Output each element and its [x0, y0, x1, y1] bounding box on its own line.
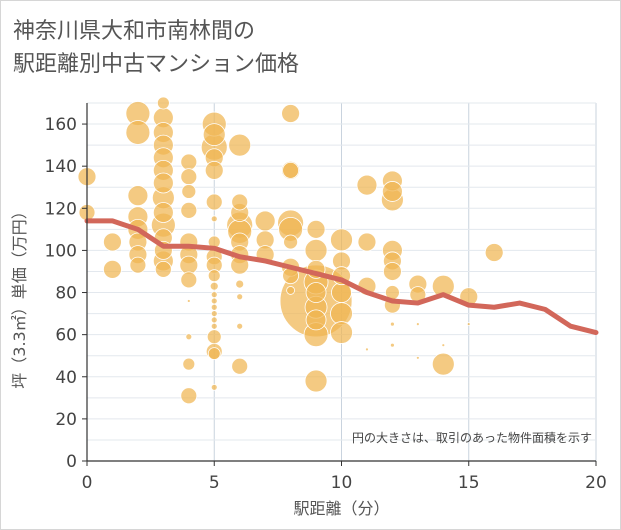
trend-line-layer — [84, 218, 599, 336]
axis-layer: 0 5 10 15 20 0 20 40 60 80 100 120 140 160 — [45, 103, 607, 493]
data-bubble — [129, 256, 147, 274]
data-bubble — [382, 262, 402, 281]
data-bubble — [254, 210, 276, 232]
data-bubble — [236, 293, 244, 301]
data-bubble — [283, 234, 299, 250]
data-bubble — [210, 316, 218, 324]
data-bubble — [205, 193, 223, 211]
data-bubble — [127, 185, 149, 207]
data-bubble — [210, 215, 218, 223]
data-bubble — [365, 347, 369, 352]
data-bubble — [466, 322, 471, 327]
data-bubble — [210, 310, 218, 317]
data-bubble — [286, 286, 296, 295]
data-bubble — [281, 104, 301, 123]
data-bubble — [356, 174, 378, 196]
data-bubble — [357, 232, 377, 252]
data-bubble — [210, 383, 218, 391]
data-bubble — [282, 161, 300, 179]
x-tick-label: 15 — [458, 473, 480, 493]
data-bubble — [103, 232, 122, 252]
y-tick-label: 40 — [55, 368, 77, 388]
x-axis-title: 駅距離（分） — [293, 499, 389, 518]
data-bubble — [152, 202, 174, 223]
data-bubble — [180, 153, 198, 171]
y-tick-label: 160 — [45, 115, 77, 135]
y-tick-label: 140 — [45, 157, 77, 177]
average-price-line — [84, 218, 599, 336]
y-tick-label: 20 — [55, 410, 77, 430]
data-bubble — [330, 321, 353, 344]
data-bubble — [235, 279, 245, 289]
data-bubble — [210, 322, 218, 330]
chart-title-line-1: 神奈川県大和市南林間の — [13, 19, 256, 44]
data-bubble — [210, 297, 218, 305]
data-bubble — [207, 269, 221, 283]
data-bubble — [304, 369, 328, 393]
chart-title: 神奈川県大和市南林間の 駅距離別中古マンション価格 — [13, 15, 513, 81]
y-tick-label: 60 — [55, 326, 77, 346]
data-bubble — [484, 243, 504, 262]
data-bubble — [330, 228, 353, 252]
bubble-size-note: 円の大きさは、取引のあった物件面積を示す — [352, 430, 592, 445]
data-bubble — [415, 355, 420, 360]
data-bubble — [180, 201, 198, 219]
data-bubble — [389, 342, 395, 348]
y-axis-title: 坪（3.3㎡）単価（万円） — [10, 203, 29, 388]
data-bubble — [431, 352, 455, 376]
y-tick-label: 80 — [55, 284, 77, 304]
data-bubble — [204, 160, 224, 180]
data-bubble — [306, 219, 326, 239]
data-bubble — [209, 281, 219, 291]
x-tick-label: 10 — [331, 473, 353, 493]
data-bubble — [202, 123, 226, 146]
data-bubble — [180, 271, 198, 289]
chart-title-line-2: 駅距離別中古マンション価格 — [13, 52, 300, 77]
data-bubble — [441, 343, 446, 348]
data-bubble — [154, 260, 172, 278]
data-bubble — [179, 255, 199, 275]
data-bubble — [305, 309, 327, 331]
data-bubble — [206, 329, 222, 345]
data-bubble — [304, 239, 328, 262]
x-tick-label: 20 — [585, 473, 607, 493]
data-bubble — [236, 322, 244, 330]
data-bubble — [186, 299, 191, 303]
data-bubble — [231, 357, 249, 375]
data-bubble — [207, 347, 221, 361]
data-bubble — [156, 96, 170, 110]
data-bubble — [415, 322, 420, 327]
data-bubble — [182, 357, 196, 371]
data-bubble — [180, 387, 198, 405]
data-bubble — [125, 120, 151, 145]
data-bubble — [103, 259, 122, 279]
y-tick-label: 100 — [45, 241, 77, 261]
y-tick-label: 0 — [66, 452, 77, 472]
data-bubble — [228, 133, 252, 157]
x-tick-label: 0 — [82, 473, 93, 493]
data-bubble — [181, 184, 197, 199]
data-bubble — [389, 321, 395, 327]
data-bubble — [231, 193, 249, 211]
data-bubble — [180, 168, 198, 186]
data-bubble — [185, 333, 193, 341]
x-tick-label: 5 — [209, 473, 220, 493]
y-tick-label: 120 — [45, 199, 77, 219]
data-bubble — [152, 172, 174, 194]
data-bubble — [305, 282, 327, 303]
data-bubble — [381, 181, 403, 202]
data-bubble — [210, 291, 218, 299]
data-bubble — [210, 303, 218, 311]
